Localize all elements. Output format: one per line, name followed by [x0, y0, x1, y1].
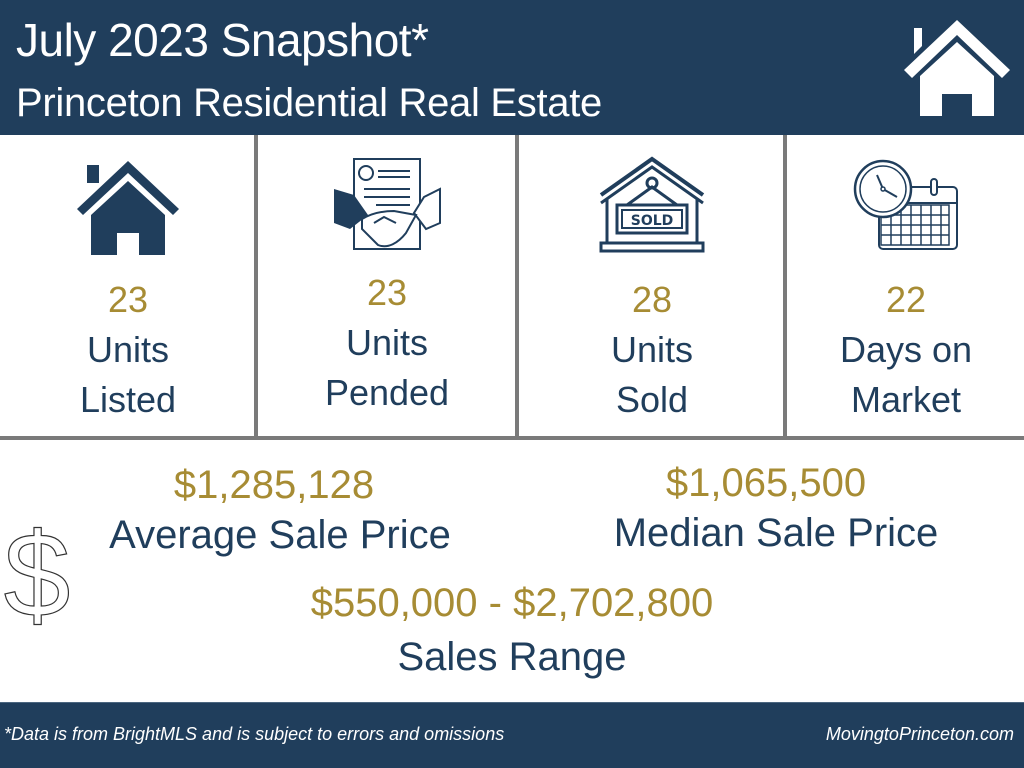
divider	[0, 436, 1024, 440]
page-subtitle: Princeton Residential Real Estate	[16, 81, 602, 125]
median-price-value: $1,065,500	[665, 461, 867, 505]
sales-range-value: $550,000 - $2,702,800	[310, 581, 714, 625]
stat-label-line1: Days on	[839, 329, 973, 370]
divider	[254, 135, 258, 437]
stats-row: 23 Units Listed 23 Units Pended	[0, 135, 1024, 439]
header-banner: July 2023 Snapshot* Princeton Residentia…	[0, 0, 1024, 135]
median-sale-price: $1,065,500 Median Sale Price	[576, 460, 976, 556]
stat-label-line1: Units	[345, 322, 429, 363]
disclaimer-text: *Data is from BrightMLS and is subject t…	[4, 724, 505, 744]
stat-units-pended: 23 Units Pended	[258, 135, 516, 439]
divider	[515, 135, 519, 437]
clock-calendar-icon	[853, 159, 958, 250]
stat-label-line1: Units	[610, 329, 694, 370]
stat-units-sold: SOLD 28 Units Sold	[518, 135, 786, 439]
stat-label-line1: Units	[86, 329, 170, 370]
handshake-contract-icon	[334, 158, 441, 250]
stat-days-on-market: 22 Days on Market	[788, 135, 1024, 439]
stat-label-line2: Sold	[615, 379, 689, 420]
stat-value: 22	[885, 279, 927, 320]
stat-label-line2: Market	[850, 379, 962, 420]
stat-value: 23	[107, 279, 149, 320]
svg-text:SOLD: SOLD	[631, 213, 674, 229]
website-link[interactable]: MovingtoPrinceton.com	[825, 724, 1014, 744]
divider	[783, 135, 787, 437]
sold-sign-house-icon: SOLD	[599, 156, 705, 253]
house-icon	[904, 20, 1010, 116]
sales-range: $550,000 - $2,702,800 Sales Range	[212, 580, 812, 680]
stat-label-line2: Pended	[324, 372, 450, 413]
stat-value: 23	[366, 272, 408, 313]
average-sale-price: $1,285,128 Average Sale Price	[80, 462, 480, 558]
stat-label-line2: Listed	[79, 379, 177, 420]
average-price-value: $1,285,128	[173, 463, 375, 507]
sales-range-label: Sales Range	[397, 635, 627, 679]
house-icon	[77, 161, 179, 255]
svg-text:$: $	[4, 512, 70, 632]
footer-banner: *Data is from BrightMLS and is subject t…	[0, 702, 1024, 768]
average-price-label: Average Sale Price	[109, 513, 451, 557]
dollar-sign-icon: $	[4, 512, 70, 632]
median-price-label: Median Sale Price	[613, 511, 939, 555]
page-title: July 2023 Snapshot*	[16, 14, 429, 66]
stat-value: 28	[631, 279, 673, 320]
stat-units-listed: 23 Units Listed	[0, 135, 256, 439]
